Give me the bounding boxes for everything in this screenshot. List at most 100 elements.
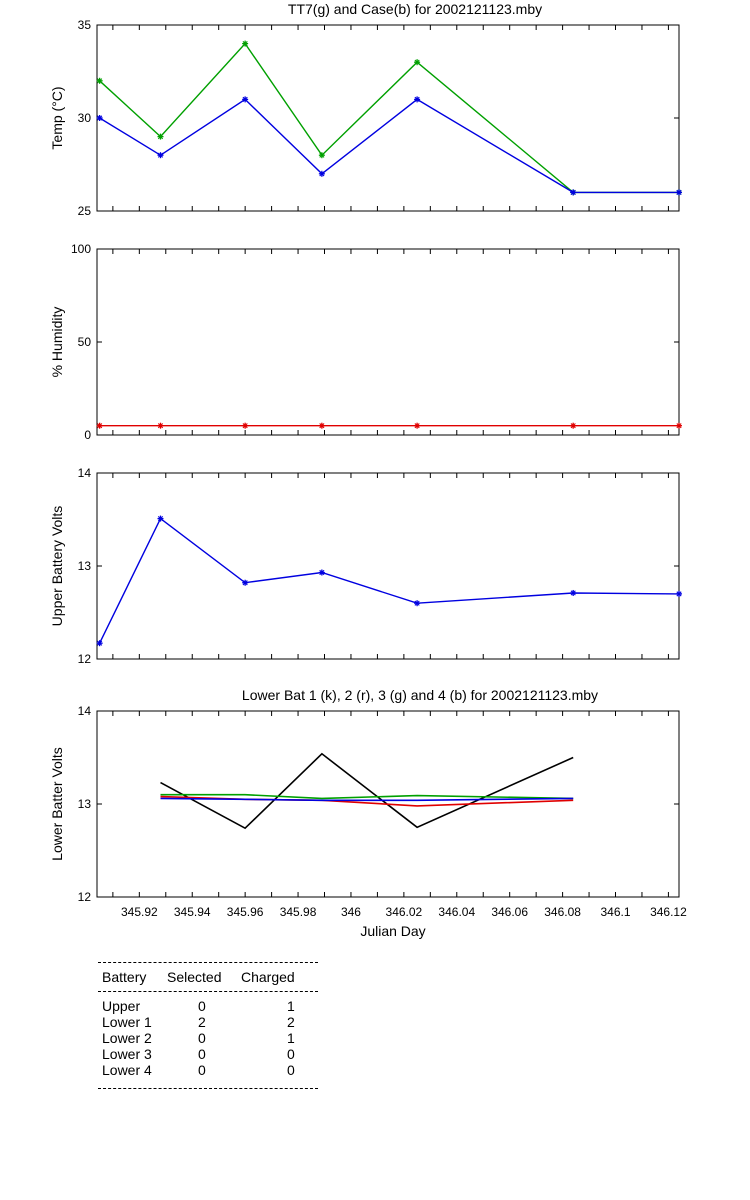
data-point — [318, 422, 325, 429]
data-point-stroke — [97, 115, 103, 121]
table-row: Lower 3 0 0 — [98, 1046, 318, 1062]
data-point-stroke — [414, 600, 420, 606]
data-point — [96, 77, 103, 84]
data-point — [414, 59, 421, 66]
y-axis-label: Lower Batter Volts — [49, 747, 65, 861]
y-tick-label: 100 — [71, 242, 91, 256]
battery-name: Lower 1 — [102, 1014, 152, 1030]
chart-panel-2: 0 50 100 % Humidity — [49, 242, 682, 442]
data-point — [570, 189, 577, 196]
table-row: Lower 4 0 0 — [98, 1062, 318, 1078]
charged-value: 0 — [287, 1046, 295, 1062]
plot-frame — [96, 24, 680, 212]
data-point — [242, 579, 249, 586]
chart-panel-3: 12 13 14 Upper Battery Volts — [49, 466, 682, 666]
y-tick-label: 13 — [78, 797, 92, 811]
x-tick-label: 345.92 — [121, 905, 158, 919]
data-point-stroke — [157, 134, 164, 140]
plot-frame — [96, 248, 680, 436]
table-top-divider — [98, 962, 318, 963]
chart-panel-4: 12 13 14 345.92 345.94 345.96 345.98 346 346.02 3… — [49, 687, 687, 939]
data-point — [242, 422, 249, 429]
battery-name: Lower 4 — [102, 1062, 152, 1078]
series-line-1 — [98, 517, 680, 644]
data-point — [570, 589, 577, 596]
data-point-stroke — [414, 59, 420, 65]
charged-value: 0 — [287, 1062, 295, 1078]
data-point-stroke — [570, 189, 576, 195]
data-point — [96, 640, 103, 647]
data-point-stroke — [570, 423, 576, 429]
data-point-stroke — [319, 569, 325, 576]
data-point-stroke — [242, 41, 248, 47]
x-tick-label: 346.04 — [438, 905, 475, 919]
plot-frame — [96, 472, 680, 660]
charged-value: 1 — [287, 998, 295, 1014]
table-header-divider — [98, 991, 318, 992]
data-point — [318, 569, 325, 576]
data-point-stroke — [319, 171, 325, 177]
selected-value: 2 — [198, 1014, 206, 1030]
y-tick-label: 13 — [78, 559, 92, 573]
x-axis-label: Julian Day — [360, 923, 425, 939]
x-tick-label: 346 — [341, 905, 361, 919]
data-point-stroke — [157, 423, 164, 429]
header-selected: Selected — [167, 969, 222, 985]
series-line-3 — [160, 793, 574, 800]
table-header-row: Battery Selected Charged — [98, 963, 318, 991]
data-point-stroke — [97, 78, 103, 84]
data-point — [157, 152, 164, 159]
battery-table: Battery Selected Charged Upper 0 1 Lower… — [98, 962, 318, 1089]
data-point — [414, 422, 421, 429]
y-tick-label: 50 — [78, 335, 92, 349]
battery-name: Lower 2 — [102, 1030, 152, 1046]
y-tick-label: 12 — [78, 890, 92, 904]
x-tick-label: 346.06 — [491, 905, 528, 919]
data-point-stroke — [676, 423, 682, 429]
data-point — [676, 590, 682, 597]
data-point — [676, 422, 682, 429]
series-line-4 — [160, 797, 574, 802]
y-tick-label: 30 — [78, 111, 92, 125]
series-line-2 — [99, 98, 679, 194]
data-point-stroke — [414, 423, 420, 429]
data-point — [242, 96, 249, 103]
data-point-stroke — [242, 96, 248, 102]
data-point-stroke — [570, 590, 576, 596]
y-tick-label: 12 — [78, 652, 92, 666]
data-point-stroke — [676, 591, 682, 597]
y-tick-label: 25 — [78, 204, 92, 218]
data-point-stroke — [676, 189, 682, 195]
data-point — [242, 40, 249, 47]
data-point-stroke — [97, 640, 103, 646]
y-axis-label: % Humidity — [49, 307, 65, 378]
chart-panel-1: 25 30 35 TT7(g) and Case(b) for 2002121123.… — [49, 1, 682, 218]
data-point-stroke — [242, 423, 248, 429]
data-point — [157, 515, 164, 522]
x-tick-label: 345.94 — [174, 905, 211, 919]
x-tick-label: 346.12 — [650, 905, 687, 919]
chart-title: Lower Bat 1 (k), 2 (r), 3 (g) and 4 (b) … — [242, 687, 598, 703]
y-tick-label: 14 — [78, 466, 92, 480]
header-battery: Battery — [102, 969, 147, 985]
x-tick-label: 345.96 — [227, 905, 264, 919]
data-point — [318, 152, 325, 159]
y-axis-label: Temp (°C) — [49, 86, 65, 149]
table-bottom-divider — [98, 1088, 318, 1089]
data-point-stroke — [157, 152, 164, 158]
data-point — [96, 422, 103, 429]
data-point — [414, 600, 421, 607]
series-line-1 — [160, 752, 574, 830]
data-point — [96, 115, 103, 121]
table-row: Lower 2 0 1 — [98, 1030, 318, 1046]
battery-name: Lower 3 — [102, 1046, 152, 1062]
selected-value: 0 — [198, 1030, 206, 1046]
data-point-stroke — [157, 515, 164, 522]
chart-title: TT7(g) and Case(b) for 2002121123.mby — [288, 1, 542, 17]
data-point — [570, 422, 577, 429]
data-point-stroke — [242, 580, 248, 586]
table-row: Upper 0 1 — [98, 998, 318, 1014]
x-tick-label: 346.02 — [386, 905, 423, 919]
selected-value: 0 — [198, 1046, 206, 1062]
